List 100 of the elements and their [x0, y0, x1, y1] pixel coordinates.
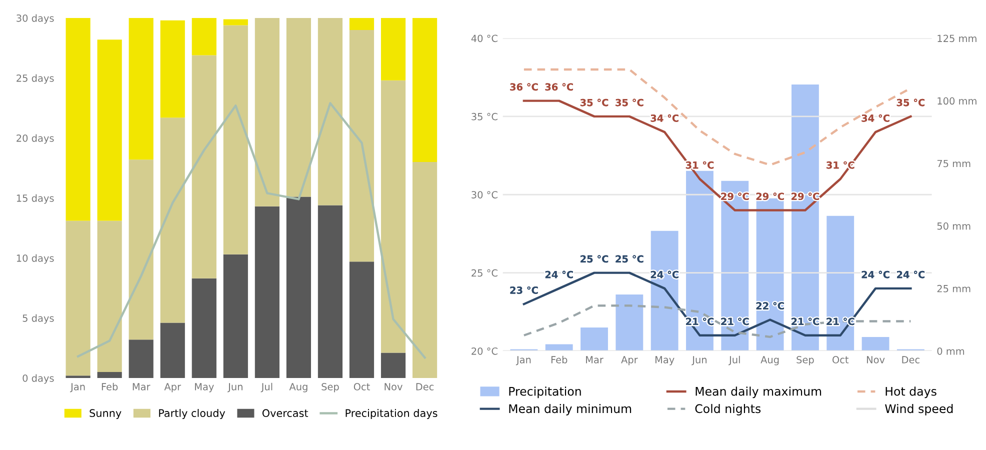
- bar: [318, 205, 343, 378]
- legend-label: Precipitation: [509, 386, 581, 398]
- legend-label: Wind speed: [885, 404, 953, 416]
- data-label: 35 °C: [580, 98, 608, 106]
- y-tick-label: 35 °C: [472, 112, 498, 120]
- y-tick-label: 0 days: [22, 374, 54, 384]
- bar: [160, 118, 185, 323]
- legend-label: Precipitation days: [346, 408, 438, 420]
- bar: [254, 18, 280, 206]
- x-tick-label: Jul: [260, 382, 272, 392]
- data-label: 25 °C: [616, 255, 644, 263]
- bar: [349, 30, 374, 262]
- legend-label: Mean daily minimum: [509, 404, 632, 416]
- y-tick-label: 15 days: [16, 194, 54, 204]
- data-label: 35 °C: [616, 98, 644, 106]
- x-tick-label: Jun: [692, 356, 707, 366]
- bar: [349, 262, 374, 378]
- data-label: 36 °C: [510, 83, 538, 91]
- bar: [128, 18, 154, 160]
- x-tick-label: Jan: [516, 356, 531, 366]
- y-tick-label: 25 days: [16, 74, 54, 84]
- y-tick-label: 25 °C: [472, 269, 498, 277]
- y2-tick-label: 50 mm: [937, 222, 970, 230]
- data-label: 24 °C: [545, 270, 573, 278]
- x-tick-label: Mar: [586, 356, 604, 364]
- x-tick-label: Sep: [322, 383, 339, 392]
- y2-tick-label: 125 mm: [938, 34, 976, 42]
- bar: [192, 55, 216, 278]
- line-series: [76, 102, 426, 359]
- x-tick-label: May: [655, 356, 674, 366]
- x-tick-label: Feb: [102, 382, 118, 390]
- data-label: 36 °C: [545, 83, 573, 91]
- y2-tick-label: 25 mm: [937, 284, 970, 292]
- bar: [66, 18, 90, 221]
- legend-label: Partly cloudy: [159, 408, 226, 420]
- y-tick-label: 30 °C: [472, 191, 498, 198]
- legend-label: Cold nights: [695, 404, 761, 416]
- line-series: [522, 100, 912, 212]
- x-tick-label: Nov: [866, 356, 885, 364]
- bar: [349, 18, 374, 30]
- bar: [286, 18, 311, 197]
- legend-label: Hot days: [886, 386, 936, 398]
- y2-tick-label: 75 mm: [937, 160, 970, 168]
- bar: [254, 206, 280, 378]
- x-tick-label: Dec: [416, 383, 434, 390]
- y-tick-label: 20 days: [16, 134, 54, 144]
- y-tick-label: 30 days: [16, 14, 54, 24]
- x-tick-label: Aug: [760, 356, 779, 366]
- bar: [160, 322, 185, 378]
- bar: [97, 40, 122, 221]
- bar: [223, 254, 248, 378]
- data-label: 24 °C: [650, 270, 678, 278]
- x-tick-label: Jan: [70, 383, 85, 392]
- data-label: 23 °C: [510, 286, 538, 294]
- x-tick-label: Mar: [132, 383, 150, 390]
- bar: [412, 162, 438, 378]
- bar: [545, 344, 573, 351]
- data-label: 24 °C: [896, 270, 925, 278]
- bar: [318, 18, 343, 206]
- data-label: 21 °C: [721, 318, 749, 326]
- y-tick-label: 10 days: [16, 254, 54, 264]
- x-tick-label: May: [195, 383, 214, 392]
- bar: [160, 20, 185, 118]
- y2-tick-label: 0 mm: [937, 347, 964, 355]
- bar: [97, 220, 122, 372]
- y2-tick-label: 100 mm: [938, 97, 976, 105]
- bar: [286, 196, 311, 378]
- bar: [192, 18, 216, 56]
- legend-label: Mean daily maximum: [696, 386, 822, 398]
- bar: [380, 352, 406, 378]
- bar: [380, 18, 406, 80]
- bar: [66, 220, 90, 376]
- x-tick-label: Dec: [902, 356, 920, 364]
- data-label: 24 °C: [862, 270, 890, 278]
- x-tick-label: Nov: [384, 383, 402, 390]
- bar: [97, 372, 122, 378]
- data-label: 21 °C: [792, 318, 820, 326]
- data-label: 22 °C: [756, 302, 784, 310]
- data-label: 35 °C: [896, 98, 925, 106]
- bar: [686, 170, 714, 351]
- bar: [826, 216, 854, 351]
- x-tick-label: Apr: [621, 356, 638, 366]
- bar: [380, 80, 406, 353]
- bar: [223, 25, 248, 254]
- x-tick-label: Sep: [796, 356, 814, 366]
- y-tick-label: 20 °C: [472, 347, 498, 355]
- x-tick-label: Oct: [832, 356, 849, 364]
- x-tick-label: Jun: [228, 383, 242, 392]
- bar: [128, 340, 154, 378]
- bar: [128, 160, 154, 340]
- data-label: 34 °C: [650, 114, 678, 122]
- data-label: 34 °C: [862, 114, 890, 122]
- bar: [650, 230, 678, 351]
- bar: [791, 84, 819, 351]
- bar: [616, 294, 644, 351]
- x-tick-label: Oct: [354, 383, 370, 390]
- bar: [580, 327, 608, 351]
- bar: [412, 18, 438, 162]
- x-tick-label: Jul: [728, 356, 740, 366]
- bar: [862, 336, 890, 351]
